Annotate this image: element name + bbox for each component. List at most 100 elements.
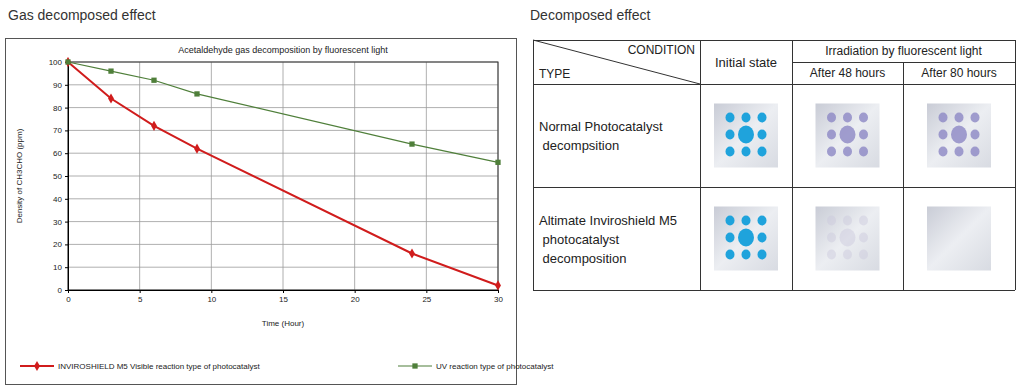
tick-label: 30 (494, 295, 503, 304)
data-point (151, 121, 157, 131)
tick-label: 30 (53, 218, 62, 227)
tick-mark (65, 290, 68, 291)
tick-mark (426, 290, 427, 293)
corner-diagonal (533, 40, 700, 84)
tick-mark (355, 290, 356, 293)
legend-label: UV reaction type of photocatalyst (436, 362, 554, 371)
photo-spot (955, 113, 964, 123)
grid-line (68, 153, 498, 154)
row-label: Altimate Inviroshield M5 photocatalyst d… (539, 213, 677, 266)
chart-box (6, 39, 517, 385)
y-axis: 0102030405060708090100 (49, 58, 69, 295)
table-border (1015, 40, 1016, 290)
data-point (108, 93, 114, 103)
tick-mark (65, 85, 68, 86)
header-cell: TYPE (539, 67, 570, 81)
photo (816, 207, 880, 271)
section-heading: Gas decomposed effect (8, 7, 156, 23)
section-heading: Decomposed effect (530, 7, 650, 23)
data-point (194, 144, 200, 154)
photo-bg (714, 104, 778, 168)
tick-label: 10 (207, 295, 216, 304)
photo-spot (758, 233, 767, 243)
legend-marker (34, 361, 40, 371)
legend: INVIROSHIELD M5 Visible reaction type of… (20, 361, 554, 371)
tick-label: 40 (53, 195, 62, 204)
grid-line (68, 130, 498, 131)
grid (68, 62, 498, 290)
tick: 90 (53, 81, 68, 90)
tick: 5 (138, 290, 143, 304)
photo-spot (859, 216, 868, 226)
tick-label: 20 (53, 240, 62, 249)
tick-label: 10 (53, 263, 62, 272)
tick: 60 (53, 149, 68, 158)
tick-label: 50 (53, 172, 62, 181)
photo-spot (758, 130, 767, 140)
plot-area (65, 57, 501, 291)
data-point (409, 248, 415, 258)
tick: 30 (53, 218, 68, 227)
row-label: Normal Photocatalyst decompsition (539, 119, 663, 153)
tick: 40 (53, 195, 68, 204)
tick-mark (140, 290, 141, 293)
grid-line (68, 244, 498, 245)
photo-spot (742, 113, 751, 123)
grid-line (68, 221, 498, 222)
series-line (68, 62, 498, 162)
grid-line (68, 107, 498, 108)
photo-spot (840, 126, 856, 144)
tick: 80 (53, 104, 68, 113)
tick: 30 (494, 290, 503, 304)
photo-spot (827, 147, 836, 157)
photo-spot (742, 147, 751, 157)
chart-title: Acetaldehyde gas decomposition by fluore… (178, 45, 388, 55)
legend-item: UV reaction type of photocatalyst (398, 362, 554, 371)
photo-spot (859, 147, 868, 157)
photo-spot (971, 130, 980, 140)
tick: 0 (58, 286, 68, 295)
x-axis-title: Time (Hour) (262, 319, 305, 328)
tick-mark (65, 108, 68, 109)
x-axis: 051015202530 (66, 290, 503, 304)
data-point (65, 59, 70, 64)
photo-spot (859, 113, 868, 123)
photo-spot (859, 233, 868, 243)
grid-line (68, 198, 498, 199)
photo (714, 104, 778, 168)
photo-spot (843, 250, 852, 260)
tick-label: 0 (58, 286, 63, 295)
photo-spot (827, 113, 836, 123)
tick-label: 80 (53, 104, 62, 113)
photo-spot (726, 130, 735, 140)
tick-mark (65, 199, 68, 200)
row-label-line: Altimate Inviroshield M5 (539, 213, 677, 228)
tick: 50 (53, 172, 68, 181)
photo-spot (939, 113, 948, 123)
photo-spot (758, 250, 767, 260)
tick-mark (65, 130, 68, 131)
tick: 10 (53, 263, 68, 272)
legend-item: INVIROSHIELD M5 Visible reaction type of… (20, 361, 261, 371)
tick-mark (65, 267, 68, 268)
photo-spot (726, 233, 735, 243)
photo (816, 104, 880, 168)
tick-mark (65, 222, 68, 223)
tick: 25 (422, 290, 431, 304)
data-point (194, 91, 199, 96)
data-point (65, 57, 71, 67)
legend-label: INVIROSHIELD M5 Visible reaction type of… (58, 362, 261, 371)
photo-spot (859, 130, 868, 140)
photo-spot (951, 126, 967, 144)
photo-spot (758, 216, 767, 226)
grid-line (68, 176, 498, 177)
tick-label: 20 (351, 295, 360, 304)
photo-spot (955, 147, 964, 157)
table-border (792, 40, 793, 290)
data-point (409, 141, 414, 146)
data-point (108, 68, 113, 73)
photo-spot (738, 229, 754, 247)
photo-spot (726, 113, 735, 123)
photo-spot (827, 233, 836, 243)
table-border (533, 187, 1015, 188)
